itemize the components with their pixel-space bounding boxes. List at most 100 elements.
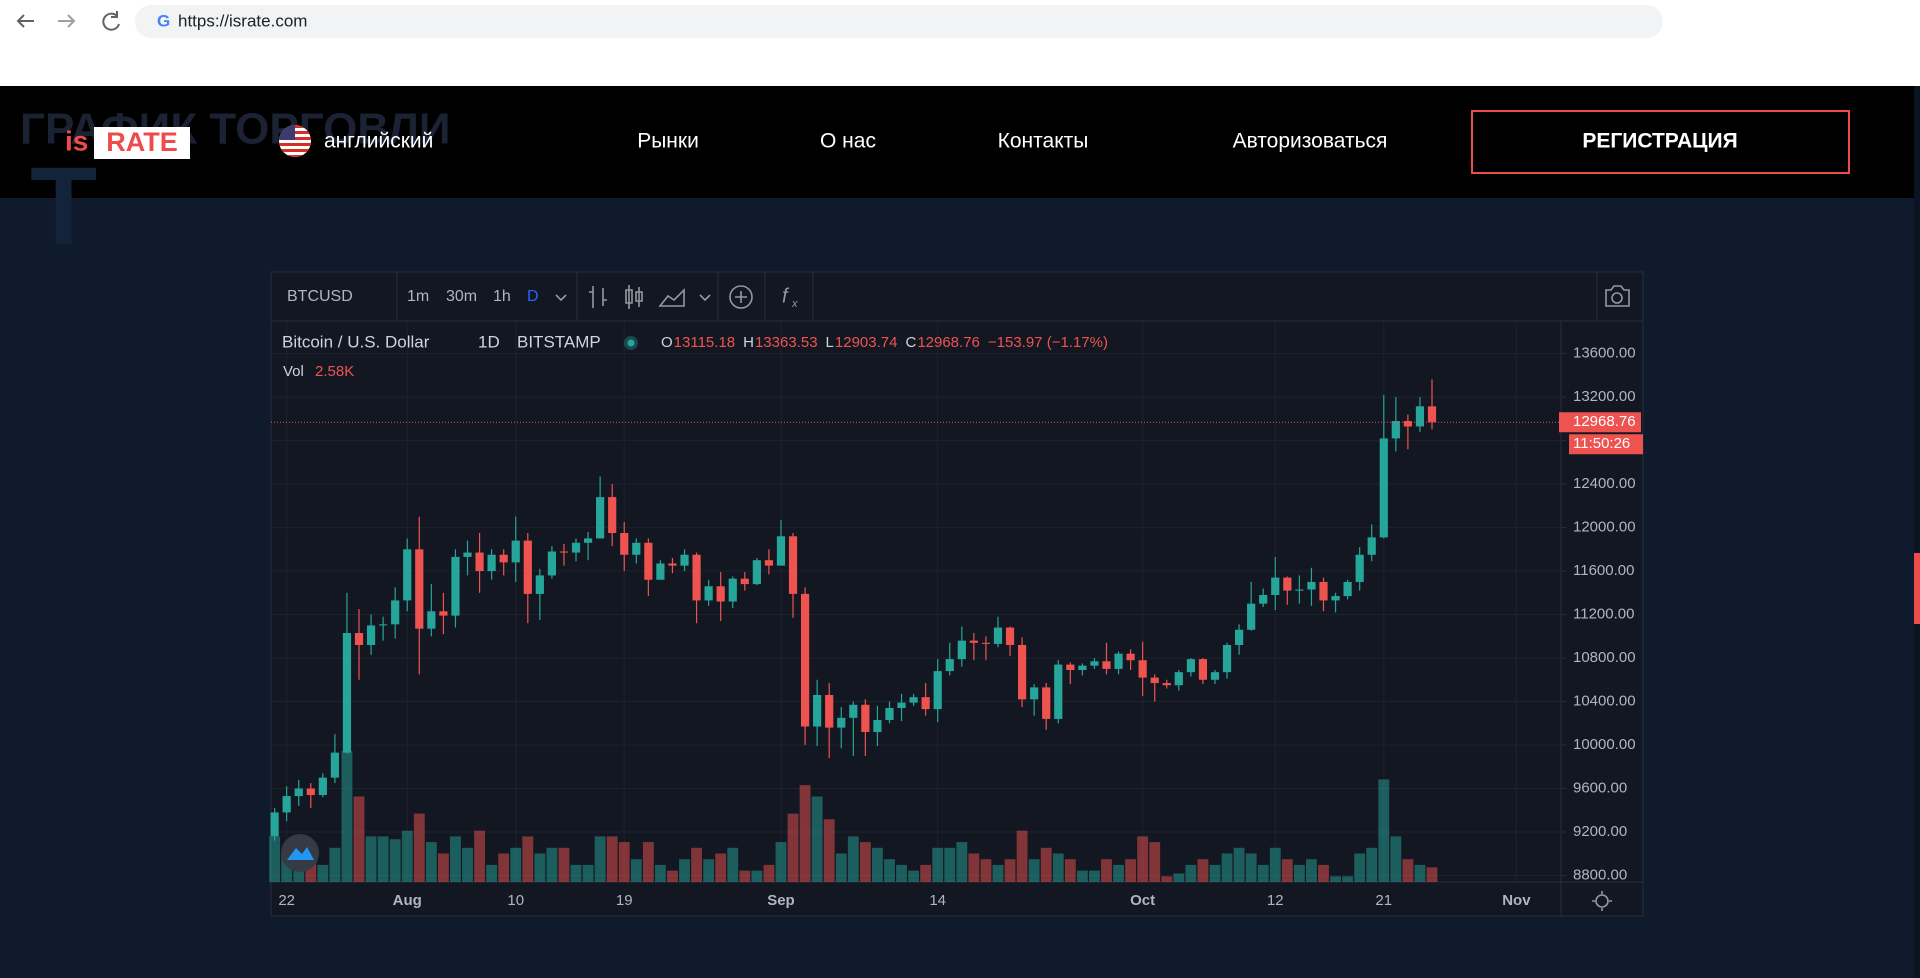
candle-body	[764, 560, 774, 566]
volume-bar	[365, 836, 377, 882]
compare-button[interactable]	[729, 285, 753, 309]
heading-shadow: Т	[30, 145, 97, 268]
side-tab[interactable]	[1914, 553, 1920, 624]
candle-body	[1162, 683, 1171, 686]
candle-body	[523, 540, 532, 594]
candle-body	[813, 695, 822, 727]
candle-body	[1247, 603, 1256, 630]
interval-button[interactable]: 30m	[446, 288, 477, 305]
volume-bar	[1269, 847, 1281, 882]
indicators-button[interactable]: f	[782, 285, 790, 307]
candle-body	[1235, 629, 1244, 645]
scrollbar	[1914, 86, 1920, 978]
ohlc-change: −153.97 (−1.17%)	[988, 334, 1108, 351]
volume-bar	[546, 847, 558, 882]
candle-body	[475, 552, 484, 572]
volume-bar	[377, 836, 389, 882]
candle-body	[583, 538, 593, 543]
ohlc-key: O	[661, 334, 673, 351]
nav-link[interactable]: Авторизоваться	[1233, 130, 1388, 153]
indicators-sub: x	[791, 298, 798, 310]
candles-style-button[interactable]	[625, 285, 643, 309]
volume-bar	[1281, 859, 1293, 882]
candle-body	[1186, 659, 1195, 673]
y-tick-label: 11200.00	[1573, 606, 1634, 623]
candle-body	[1102, 661, 1111, 669]
volume-bar	[932, 847, 944, 882]
candle-body	[981, 642, 991, 644]
register-button[interactable]	[1471, 110, 1850, 174]
candle-body	[403, 549, 412, 601]
candle-body	[270, 812, 279, 837]
nav-link[interactable]: Рынки	[637, 130, 699, 153]
interval-button[interactable]: 1m	[407, 288, 429, 305]
register-label[interactable]: РЕГИСТРАЦИЯ	[1582, 130, 1737, 153]
candle-body	[1150, 677, 1159, 684]
screenshot-button[interactable]	[1605, 285, 1630, 307]
compare-plus	[735, 291, 747, 303]
volume-bar	[691, 847, 703, 882]
candle-body	[1126, 653, 1135, 661]
nav-link[interactable]: Контакты	[998, 130, 1089, 153]
candle-body	[1271, 577, 1280, 595]
candle-body	[849, 704, 858, 718]
interval-button-active[interactable]: D	[527, 288, 539, 305]
volume-bar	[799, 785, 811, 882]
candle-body	[415, 549, 424, 629]
volume-bar	[1293, 864, 1305, 882]
x-tick-label: Nov	[1502, 892, 1531, 909]
volume-bar	[1257, 864, 1269, 882]
volume-bar	[1137, 836, 1149, 882]
volume-bar	[896, 864, 907, 882]
candle-body	[957, 640, 966, 660]
candle-body	[969, 640, 978, 643]
reload-button[interactable]	[102, 11, 120, 31]
style-dropdown[interactable]	[699, 294, 711, 302]
interval-dropdown[interactable]	[555, 294, 567, 302]
candle-body	[391, 600, 400, 625]
page-heading: ГРАФИК ТОРГОВЛИ	[20, 105, 450, 154]
volume-bar	[715, 853, 727, 882]
candle-body	[463, 552, 472, 557]
candle-body	[692, 554, 701, 601]
candle-body	[571, 542, 581, 553]
area-style-button[interactable]	[658, 288, 685, 307]
symbol-search[interactable]: BTCUSD	[287, 288, 353, 305]
volume-bar	[763, 864, 775, 882]
language-selector[interactable]: английский	[324, 130, 433, 153]
volume-bar	[1016, 830, 1028, 882]
ohlc-key: H	[743, 334, 754, 351]
screenshot-lens	[1611, 292, 1623, 304]
bars-style-button[interactable]	[589, 286, 607, 308]
volume-bar	[908, 870, 920, 882]
volume-bar	[679, 859, 690, 882]
volume-bar	[1173, 873, 1185, 882]
volume-bar	[1028, 859, 1040, 882]
address-bar[interactable]	[135, 5, 1663, 38]
x-tick-label: Aug	[393, 892, 422, 909]
volume-bar	[739, 870, 751, 882]
candle-body	[1307, 581, 1316, 590]
volume-bar	[642, 842, 654, 882]
logo-prefix: is	[65, 125, 88, 156]
site-header	[0, 86, 1920, 198]
candle-body	[547, 551, 557, 576]
forward-button[interactable]	[58, 14, 76, 28]
candle-body	[1379, 438, 1388, 538]
url: https://israte.com	[178, 11, 307, 30]
volume-bar	[1113, 864, 1124, 882]
candle-body	[451, 556, 460, 616]
candle-body	[487, 554, 496, 572]
nav-link[interactable]: О нас	[820, 130, 876, 153]
interval-button[interactable]: 1h	[493, 288, 511, 305]
candle-body	[620, 533, 629, 555]
volume-bar	[1076, 870, 1088, 882]
volume-bar	[980, 859, 992, 882]
volume-bar	[401, 830, 413, 882]
logo-name: RATE	[106, 127, 178, 157]
ohlc-value: 12968.76	[917, 334, 980, 351]
back-button[interactable]	[16, 14, 34, 28]
y-tick-label: 10400.00	[1573, 692, 1636, 709]
axis-settings[interactable]	[1595, 894, 1609, 908]
candle-body	[1222, 644, 1232, 673]
